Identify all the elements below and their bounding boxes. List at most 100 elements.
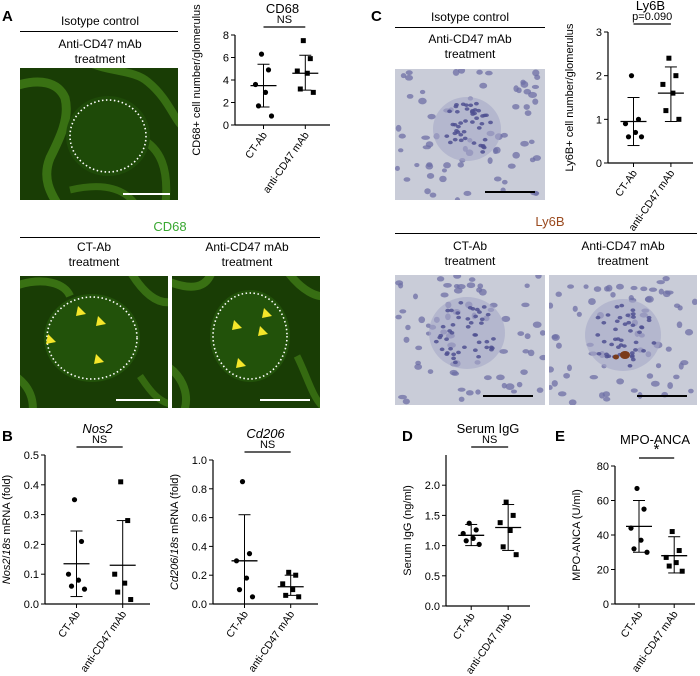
isotype-divider-c <box>395 27 545 28</box>
mpo-point <box>634 485 640 492</box>
isotype-control-label-a: Isotype control <box>60 14 140 28</box>
cd206-point <box>246 551 253 557</box>
ly6b-point <box>676 116 682 122</box>
ly6b-point <box>660 81 666 87</box>
ly6b-y-axis-label: Ly6B+ cell number/glomerulus <box>564 23 576 171</box>
mpo-point <box>676 548 682 554</box>
cd68-stain-label: CD68 <box>153 219 187 234</box>
cd206-sig-label: NS <box>260 439 275 451</box>
cd206-point <box>239 479 246 485</box>
nos2-ytick-label: 0.3 <box>24 510 39 522</box>
panel-letter-b: B <box>2 428 13 445</box>
anti-cd47-label-c2-line1: Anti-CD47 mAb <box>581 239 665 253</box>
cd206-ytick-label: 0.0 <box>192 599 207 611</box>
cd68-ytick-label: 4 <box>223 75 229 87</box>
anti-cd47-label-a-line2: treatment <box>74 52 126 66</box>
nos2-point <box>68 583 75 589</box>
ly6b-sig-label: p=0.090 <box>632 11 672 23</box>
ly6b-divider <box>395 233 697 234</box>
cd206-point <box>290 587 296 593</box>
mpo-ytick-label: 80 <box>597 461 609 473</box>
nos2-point <box>75 577 82 583</box>
mpo-ytick-label: 60 <box>597 496 609 508</box>
mpo-title: MPO-ANCA <box>620 432 690 447</box>
nos2-point <box>112 571 118 577</box>
cd68-title: CD68 <box>266 1 299 16</box>
igg-ytick-label: 1.0 <box>425 541 440 553</box>
cd206-ytick-label: 0.8 <box>192 484 207 496</box>
igg-point <box>463 538 469 544</box>
igg-point <box>473 527 479 533</box>
cd68-point <box>262 89 269 95</box>
anti-cd47-label-c-line1: Anti-CD47 mAb <box>428 32 512 46</box>
ctab-label-a-line1: CT-Ab <box>76 240 111 254</box>
cd68-ytick-label: 6 <box>223 53 229 65</box>
ihc-texture-anti <box>549 275 697 405</box>
nos2-point <box>122 580 128 586</box>
mpo-y-axis-label: MPO-ANCA (U/ml) <box>571 489 583 581</box>
nos2-ytick-label: 0.4 <box>24 480 39 492</box>
nos2-point <box>115 589 121 595</box>
ly6b-ytick-label: 2 <box>596 71 602 83</box>
mpo-point <box>641 506 647 512</box>
anti-cd47-label-a2-line1: Anti-CD47 mAb <box>205 240 289 254</box>
mpo-point <box>638 537 644 543</box>
igg-point <box>500 544 506 550</box>
cd68-point <box>300 38 306 44</box>
igg-ytick-label: 1.5 <box>425 510 440 522</box>
ly6b-ytick-label: 1 <box>596 114 602 126</box>
cd206-point <box>286 569 292 575</box>
mpo-ytick-label: 0 <box>603 599 609 611</box>
ly6b-ytick-label: 3 <box>596 27 602 39</box>
panel-letter-d: D <box>402 428 413 445</box>
ly6b-point <box>673 73 679 79</box>
nos2-point <box>128 597 134 603</box>
mpo-point <box>669 529 675 535</box>
anti-cd47-label-a-line1: Anti-CD47 mAb <box>58 37 142 51</box>
ly6b-stain-label: Ly6B <box>535 214 565 229</box>
panel-letter-c: C <box>371 8 382 25</box>
isotype-control-label-c: Isotype control <box>430 10 510 24</box>
igg-ytick-label: 2.0 <box>425 480 440 492</box>
mpo-xtick-label: CT-Ab <box>619 609 646 640</box>
isotype-divider-a <box>20 31 178 32</box>
ly6b-ytick-label: 0 <box>596 158 602 170</box>
cd68-point <box>265 67 272 73</box>
ly6b-point <box>635 116 642 122</box>
ly6b-micrograph-anti-cd47 <box>549 275 697 405</box>
igg-point <box>507 528 513 533</box>
cd68-point <box>258 51 265 57</box>
igg-y-axis-label: Serum IgG (ng/ml) <box>402 485 414 575</box>
mpo-ytick-label: 40 <box>597 530 609 542</box>
cd68-point <box>297 86 303 92</box>
ly6b-point <box>666 55 672 61</box>
cd68-ytick-label: 2 <box>223 98 229 110</box>
igg-point <box>476 541 482 547</box>
cd68-y-axis-label: CD68+ cell number/glomerulus <box>191 4 203 156</box>
nos2-point <box>65 571 72 577</box>
nos2-y-axis-label: Nos2/18s mRNA (fold) <box>1 475 13 584</box>
anti-cd47-label-c-line2: treatment <box>444 47 496 61</box>
ly6b-point <box>638 134 645 140</box>
cd206-title: Cd206 <box>246 426 285 441</box>
ly6b-title: Ly6B <box>636 0 665 13</box>
cd206-ytick-label: 1.0 <box>192 455 207 467</box>
cd68-divider <box>20 237 320 238</box>
igg-point <box>497 520 503 526</box>
igg-point <box>470 535 476 541</box>
igg-ytick-label: 0.5 <box>425 571 440 583</box>
cd68-micrograph-anti-cd47 <box>172 276 320 408</box>
ly6b-micrograph-ctab <box>395 275 545 405</box>
mpo-point <box>663 554 669 560</box>
cd68-ytick-label: 0 <box>223 120 229 132</box>
nos2-point <box>81 586 88 592</box>
cd68-point <box>294 68 300 74</box>
ctab-label-c-line1: CT-Ab <box>452 239 487 253</box>
cd206-point <box>243 575 250 581</box>
cd68-micrograph-ctab <box>20 276 168 408</box>
igg-point <box>513 552 519 558</box>
